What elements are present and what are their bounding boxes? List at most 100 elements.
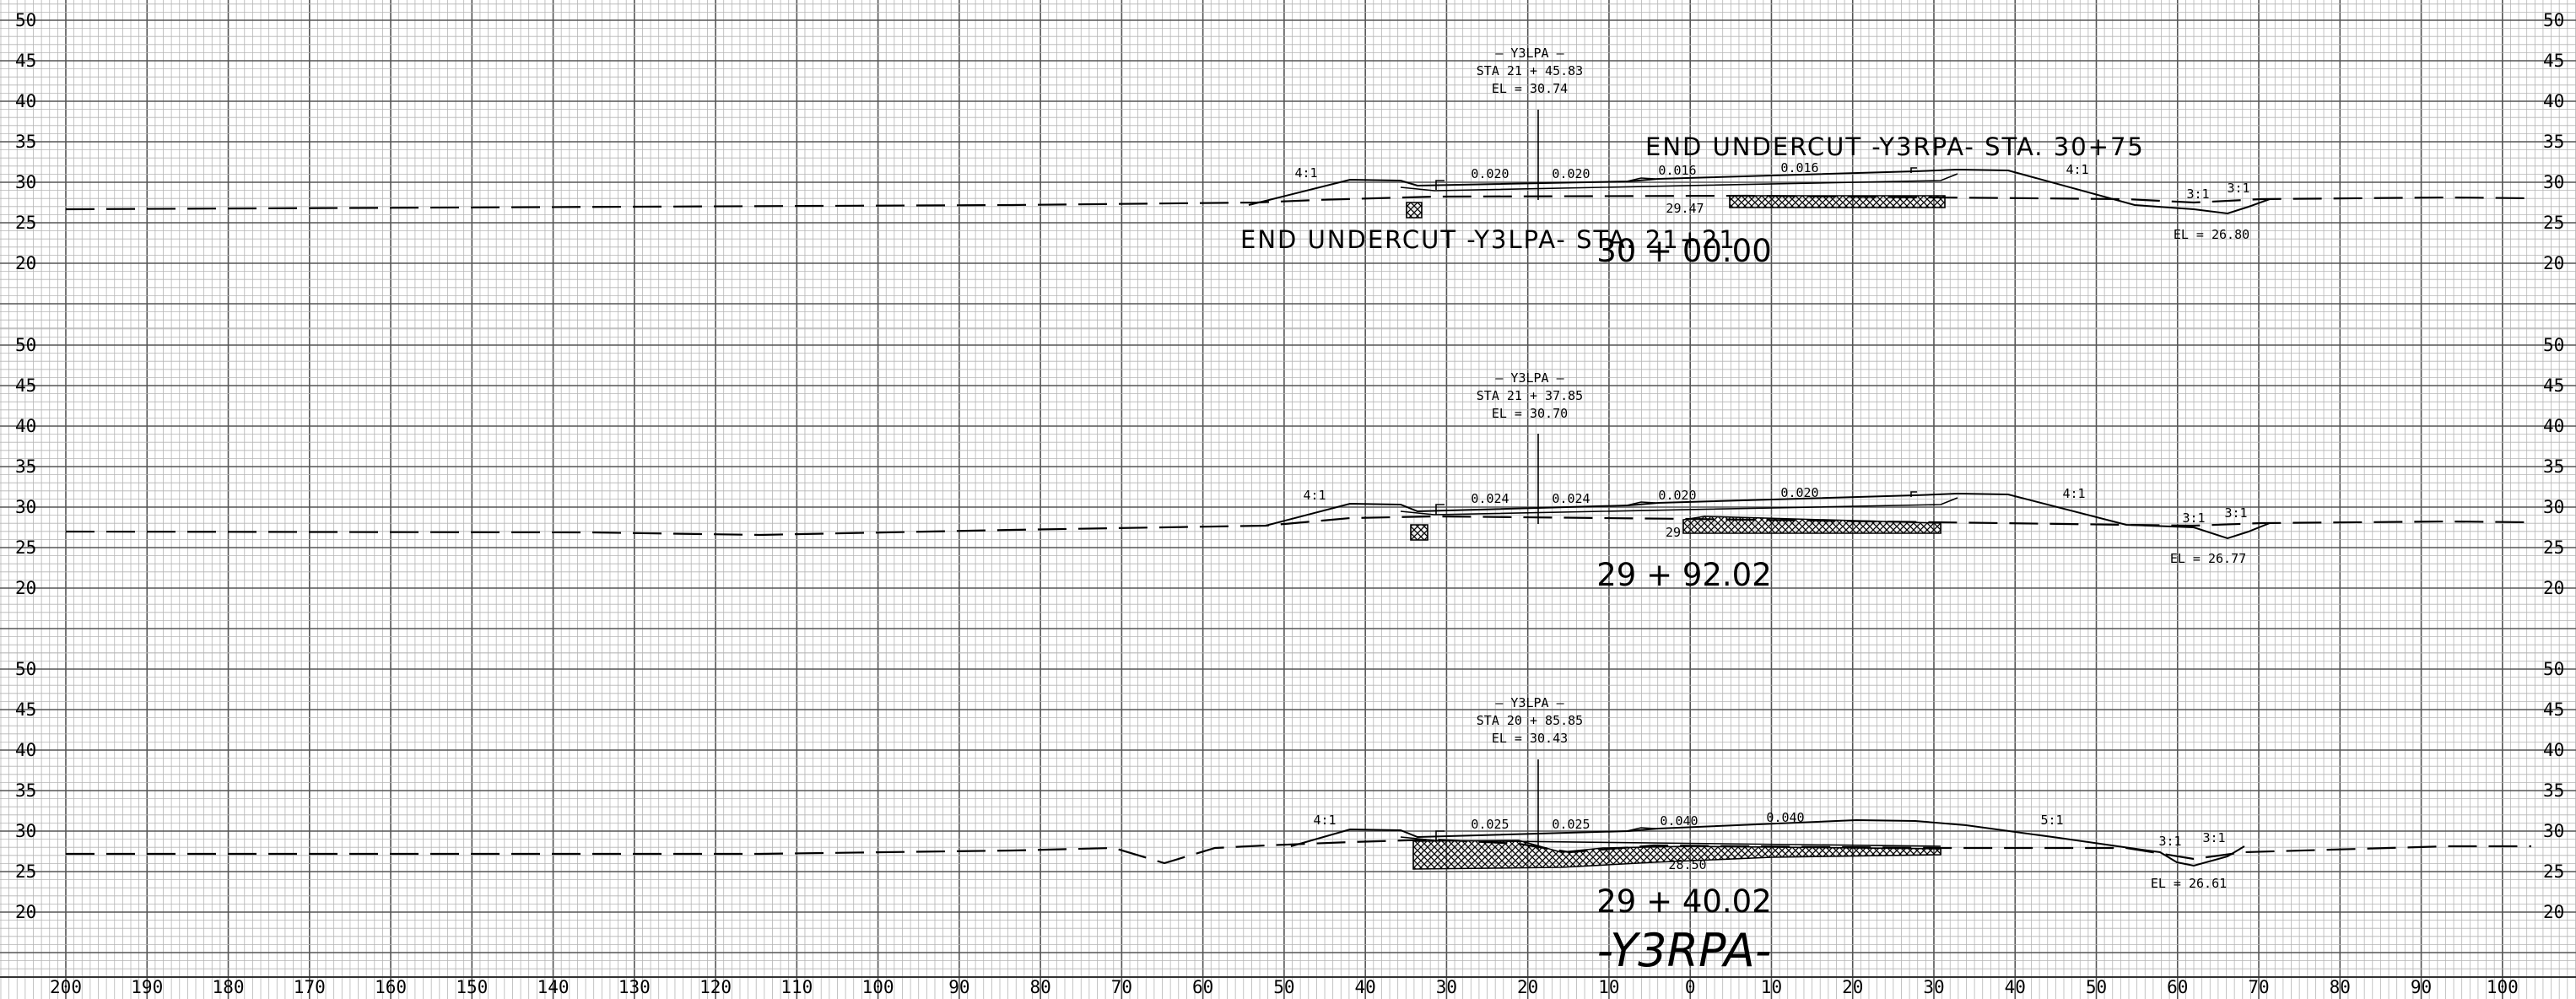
offset-tick-label: 150 — [456, 977, 488, 997]
offset-tick-label: 90 — [948, 977, 969, 997]
offset-tick-label: 160 — [375, 977, 407, 997]
offset-tick-label: 80 — [2330, 977, 2351, 997]
cross-slope-label: 0.040 — [1660, 813, 1698, 829]
side-slope-label: 3:1 — [2227, 181, 2249, 196]
subgrade-line — [1400, 167, 1958, 192]
offset-tick-label: 60 — [1192, 977, 1213, 997]
cross-slope-label: 0.016 — [1658, 163, 1696, 178]
cross-slope-label: 0.025 — [1471, 817, 1509, 832]
cross-slope-label: 0.020 — [1552, 166, 1590, 181]
elevation-tick-label: 25 — [2543, 537, 2564, 558]
elevation-tick-label: 30 — [15, 172, 36, 192]
offset-tick-label: 90 — [2411, 977, 2432, 997]
station-label: 29 + 40.02 — [1596, 883, 1772, 920]
elevation-tick-label: 50 — [2543, 659, 2564, 679]
elevation-tick-label: 50 — [15, 335, 36, 355]
elevation-tick-label: 20 — [15, 578, 36, 598]
callout-line2: STA 21 + 45.83 — [1477, 63, 1583, 78]
offset-tick-label: 120 — [699, 977, 732, 997]
cross-slope-label: 0.020 — [1471, 166, 1509, 181]
undercut-area — [1412, 840, 1941, 870]
elevation-tick-label: 30 — [2543, 821, 2564, 841]
elevation-tick-label: 20 — [15, 253, 36, 273]
elevation-tick-label: 35 — [15, 132, 36, 152]
elevation-tick-label: 45 — [2543, 51, 2564, 71]
section-30-00: – Y3LPA – STA 21 + 45.83 EL = 30.74 0.02… — [65, 46, 2532, 269]
elevation-tick-label: 40 — [15, 416, 36, 436]
elevation-tick-label: 45 — [2543, 375, 2564, 396]
elevation-tick-label: 35 — [2543, 132, 2564, 152]
ditch-elevation-label: EL = 26.77 — [2170, 551, 2246, 566]
elevation-tick-label: 20 — [2543, 902, 2564, 922]
offset-tick-label: 60 — [2167, 977, 2188, 997]
offset-axis-labels: 200 190 180 170 160 150 140 130 120 110 100 90 80 70 6… — [50, 977, 2519, 997]
offset-tick-label: 140 — [537, 977, 570, 997]
elevation-tick-label: 45 — [15, 375, 36, 396]
section-29-40: – Y3LPA – STA 20 + 85.85 EL = 30.43 0.02… — [66, 695, 2531, 920]
elevation-tick-label: 45 — [15, 51, 36, 71]
existing-ground-line — [65, 515, 2532, 537]
elevation-tick-label: 25 — [15, 861, 36, 882]
elevation-tick-label: 35 — [15, 780, 36, 801]
station-label: 29 + 92.02 — [1596, 557, 1772, 593]
ditch-elevation-label: EL = 26.80 — [2174, 227, 2249, 242]
elevation-tick-label: 25 — [2543, 213, 2564, 233]
cross-slope-label: 0.025 — [1552, 817, 1590, 832]
side-slope-label: 4:1 — [1294, 165, 1317, 181]
subgrade-line — [1400, 491, 1958, 516]
cross-slope-label: 0.040 — [1766, 810, 1804, 825]
cross-slope-label: 0.016 — [1780, 160, 1818, 176]
elevation-tick-label: 40 — [2543, 416, 2564, 436]
callout-line2: STA 21 + 37.85 — [1477, 388, 1583, 403]
elevation-tick-label: 40 — [2543, 91, 2564, 111]
side-slope-label: 4:1 — [2066, 162, 2088, 177]
end-undercut-right-label: END UNDERCUT -Y3RPA- STA. 30+75 — [1645, 132, 2145, 161]
offset-tick-label: 190 — [131, 977, 163, 997]
side-slope-label: 4:1 — [2062, 486, 2085, 501]
side-slope-label: 4:1 — [1313, 813, 1336, 828]
undercut-area — [1406, 202, 1423, 219]
callout-line1: – Y3LPA – — [1495, 46, 1564, 61]
elevation-tick-label: 45 — [15, 699, 36, 720]
elevation-tick-label: 40 — [15, 91, 36, 111]
undercut-area — [1682, 516, 1941, 534]
offset-tick-label: 10 — [1598, 977, 1619, 997]
side-slope-label: 3:1 — [2186, 186, 2209, 202]
undercut-area — [1410, 524, 1428, 541]
elevation-tick-label: 25 — [2543, 861, 2564, 882]
offset-tick-label: 130 — [618, 977, 651, 997]
elevation-axis-labels: 50 50 45 45 40 40 35 35 30 30 25 25 20 20 50 50 45 45 40 40… — [15, 10, 2564, 922]
elevation-tick-label: 20 — [2543, 253, 2564, 273]
proposed-template-line — [1265, 492, 2271, 540]
elevation-tick-label: 30 — [15, 821, 36, 841]
section-29-92: – Y3LPA – STA 21 + 37.85 EL = 30.70 0.02… — [65, 370, 2532, 593]
ditch-elevation-label: EL = 26.61 — [2151, 876, 2227, 891]
elevation-tick-label: 30 — [15, 497, 36, 517]
cross-slope-label: 0.020 — [1780, 485, 1818, 500]
elevation-tick-label: 40 — [15, 740, 36, 760]
offset-tick-label: 70 — [2248, 977, 2269, 997]
elevation-tick-label: 50 — [15, 10, 36, 30]
elevation-tick-label: 25 — [15, 213, 36, 233]
grade-elevation-note: 29 — [1666, 525, 1681, 540]
offset-tick-label: 180 — [213, 977, 245, 997]
existing-ground-line — [66, 838, 2531, 865]
offset-tick-label: 50 — [2086, 977, 2107, 997]
grade-elevation-note: 28.50 — [1668, 857, 1706, 872]
offset-tick-label: 40 — [1355, 977, 1376, 997]
elevation-tick-label: 30 — [2543, 172, 2564, 192]
callout-line2: STA 20 + 85.85 — [1477, 713, 1583, 728]
elevation-tick-label: 20 — [2543, 578, 2564, 598]
offset-tick-label: 20 — [1517, 977, 1538, 997]
elevation-tick-label: 35 — [2543, 780, 2564, 801]
offset-tick-label: 50 — [1273, 977, 1294, 997]
side-slope-label: 3:1 — [2158, 834, 2181, 849]
offset-tick-label: 30 — [1436, 977, 1457, 997]
callout-line3: EL = 30.70 — [1492, 406, 1568, 421]
side-slope-label: 3:1 — [2182, 510, 2205, 526]
side-slope-label: 5:1 — [2040, 813, 2063, 828]
elevation-tick-label: 25 — [15, 537, 36, 558]
offset-tick-label: 100 — [862, 977, 894, 997]
